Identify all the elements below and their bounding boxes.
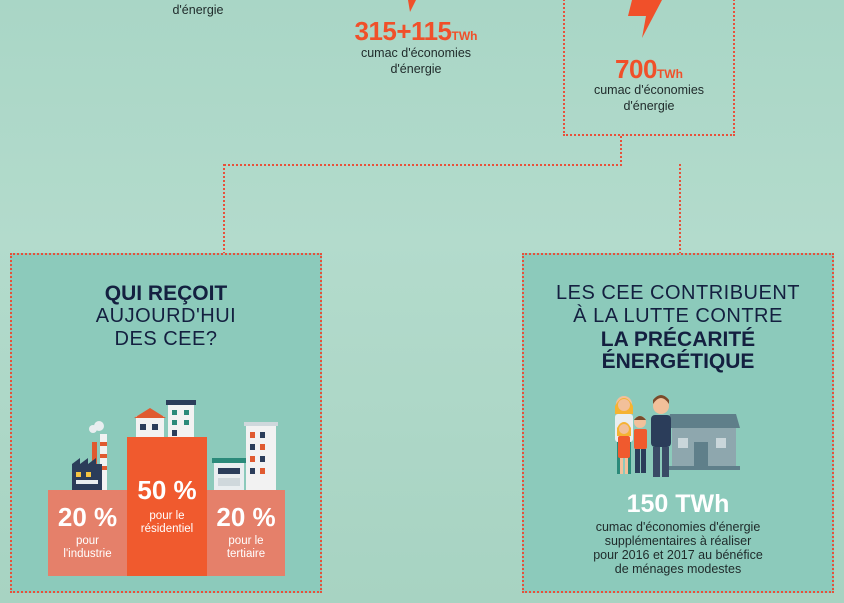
middle-value-block: 315+115TWh — [330, 16, 502, 47]
right-caption-line3: pour 2016 et 2017 au bénéfice — [593, 548, 763, 562]
bar-tertiary: 20 % pour le tertiaire — [207, 490, 285, 576]
right-unit: TWh — [656, 67, 683, 81]
bar-residential-line1: pour le — [149, 510, 185, 522]
middle-caption-1: cumac d'économies — [360, 46, 472, 60]
family-house-icon — [615, 395, 740, 477]
right-caption-line2: supplémentaires à réaliser — [604, 534, 752, 548]
bar-residential-line2: résidentiel — [140, 523, 194, 535]
middle-unit: TWh — [451, 29, 478, 43]
lightning-icon — [408, 0, 416, 12]
buildings-icon — [212, 422, 278, 490]
middle-caption-2: d'énergie — [390, 62, 442, 76]
bar-tertiary-line2: tertiaire — [226, 548, 266, 560]
left-title-line2: AUJOURD'HUI — [95, 305, 237, 327]
bar-tertiary-line1: pour le — [228, 535, 264, 547]
right-caption-line1: cumac d'économies d'énergie — [595, 520, 761, 534]
right-caption-line4: de ménages modestes — [614, 562, 742, 576]
left-title-line3: DES CEE? — [114, 328, 218, 350]
bar-industry: 20 % pour l'industrie — [48, 490, 127, 576]
middle-value: 315+115 — [354, 16, 452, 46]
connector-vertical-right — [679, 164, 681, 254]
bar-industry-line1: pour — [75, 535, 100, 547]
connector-vertical-left — [223, 164, 225, 254]
factory-icon — [72, 421, 107, 490]
top-left-caption: d'énergie — [172, 3, 224, 17]
bar-residential-pct: 50 % — [137, 475, 197, 505]
bar-industry-pct: 20 % — [57, 502, 118, 532]
right-title-bold2: ÉNERGÉTIQUE — [601, 350, 755, 373]
right-top-box — [563, 0, 735, 136]
connector-horizontal — [224, 164, 622, 166]
bar-residential: 50 % pour le résidentiel — [127, 437, 207, 576]
connector-vertical-top — [620, 136, 622, 166]
right-caption-2: d'énergie — [623, 99, 675, 113]
right-value-block: 700TWh — [563, 54, 735, 85]
right-value: 150 TWh — [626, 490, 730, 518]
bar-tertiary-pct: 20 % — [216, 502, 276, 532]
right-title-line2: À LA LUTTE CONTRE — [573, 305, 783, 327]
right-title-bold1: LA PRÉCARITÉ — [600, 328, 756, 351]
bar-industry-line2: l'industrie — [63, 548, 112, 560]
right-title-line1: LES CEE CONTRIBUENT — [556, 282, 800, 304]
houses-icon — [134, 400, 196, 438]
right-value: 700 — [615, 54, 657, 84]
right-caption-1: cumac d'économies — [593, 83, 705, 97]
lightning-bolt-icon — [628, 0, 662, 38]
left-title-bold: QUI REÇOIT — [104, 282, 228, 305]
